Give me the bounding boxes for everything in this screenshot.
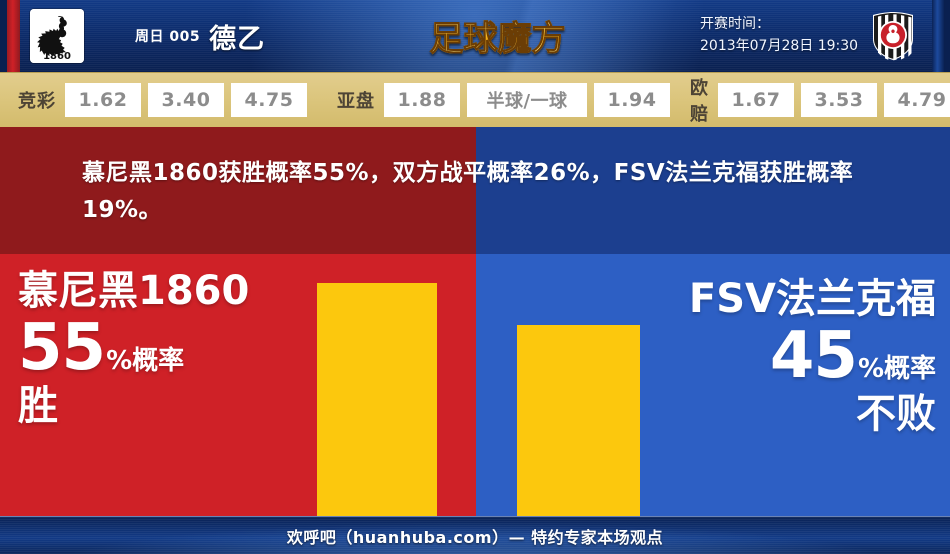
odds-group-yapan: 亚盘 1.88 半球/一球 1.94 xyxy=(337,73,677,127)
away-percent-value: 45 xyxy=(769,319,858,393)
odds-bar: 竞彩 1.62 3.40 4.75 亚盘 1.88 半球/一球 1.94 欧赔 … xyxy=(0,72,950,128)
match-label: 周日 005 德乙 xyxy=(135,14,265,58)
odds-value[interactable]: 1.94 xyxy=(594,83,670,117)
footer-bar: 欢呼吧（huanhuba.com）— 特约专家本场观点 xyxy=(0,516,950,554)
header-left-edge xyxy=(0,0,7,72)
kickoff-time: 开赛时间： 2013年07月28日 19:30 xyxy=(700,13,858,57)
odds-group-label: 竞彩 xyxy=(18,91,56,112)
home-outcome-label: 胜 xyxy=(18,383,58,429)
odds-group-label: 欧赔 xyxy=(690,78,709,125)
away-panel-text: FSV法兰克福 45 %概率 不败 xyxy=(636,276,936,438)
away-percent-unit: %概率 xyxy=(857,354,936,384)
kickoff-label: 开赛时间： xyxy=(700,16,770,32)
home-panel: 慕尼黑1860 55 %概率 胜 xyxy=(0,254,476,516)
away-team-name: FSV法兰克福 xyxy=(688,276,936,322)
odds-value[interactable]: 1.62 xyxy=(65,83,141,117)
summary-band xyxy=(0,127,950,254)
home-percent-unit: %概率 xyxy=(106,346,185,376)
home-panel-text: 慕尼黑1860 55 %概率 胜 xyxy=(18,268,313,430)
summary-band-right xyxy=(476,127,950,254)
home-percent-value: 55 xyxy=(18,311,106,385)
home-team-name: 慕尼黑1860 xyxy=(18,268,250,314)
probability-chart: 慕尼黑1860 55 %概率 胜 FSV法兰克福 45 %概率 不败 xyxy=(0,254,950,516)
kickoff-value: 2013年07月28日 19:30 xyxy=(700,38,859,54)
away-probability-bar xyxy=(517,325,640,516)
away-percent-row: 45 %概率 xyxy=(636,324,936,388)
odds-value[interactable]: 4.75 xyxy=(231,83,307,117)
home-team-crest-icon: 1860 xyxy=(30,9,84,63)
odds-value[interactable]: 1.67 xyxy=(718,83,794,117)
odds-value[interactable]: 1.88 xyxy=(384,83,460,117)
odds-group-jingcai: 竞彩 1.62 3.40 4.75 xyxy=(18,73,314,127)
odds-value[interactable]: 3.53 xyxy=(801,83,877,117)
header-red-stripe xyxy=(7,0,20,72)
odds-value[interactable]: 3.40 xyxy=(148,83,224,117)
home-probability-bar xyxy=(317,283,437,516)
match-round-label: 周日 005 xyxy=(135,29,201,45)
brand-logo-text: 足球魔方 xyxy=(429,11,566,60)
home-percent-row: 55 %概率 xyxy=(18,316,313,380)
header-blue-stripe xyxy=(932,0,944,72)
header-bar: 1860 xyxy=(0,0,950,72)
away-outcome-label: 不败 xyxy=(856,391,936,437)
match-league-label: 德乙 xyxy=(209,23,266,55)
away-panel: FSV法兰克福 45 %概率 不败 xyxy=(476,254,950,516)
header-right-edge xyxy=(944,0,950,72)
brand-logo: 足球魔方 xyxy=(420,9,575,61)
odds-value[interactable]: 4.79 xyxy=(884,83,950,117)
summary-text: 慕尼黑1860获胜概率55%，双方战平概率26%，FSV法兰克福获胜概率19%。 xyxy=(82,160,854,223)
away-team-crest-icon xyxy=(866,9,920,63)
footer-text: 欢呼吧（huanhuba.com）— 特约专家本场观点 xyxy=(286,528,664,547)
odds-group-label: 亚盘 xyxy=(337,91,375,112)
svg-text:1860: 1860 xyxy=(43,51,71,62)
odds-handicap[interactable]: 半球/一球 xyxy=(467,83,587,117)
odds-group-oupei: 欧赔 1.67 3.53 4.79 xyxy=(690,73,950,127)
summary-band-left xyxy=(0,127,476,254)
